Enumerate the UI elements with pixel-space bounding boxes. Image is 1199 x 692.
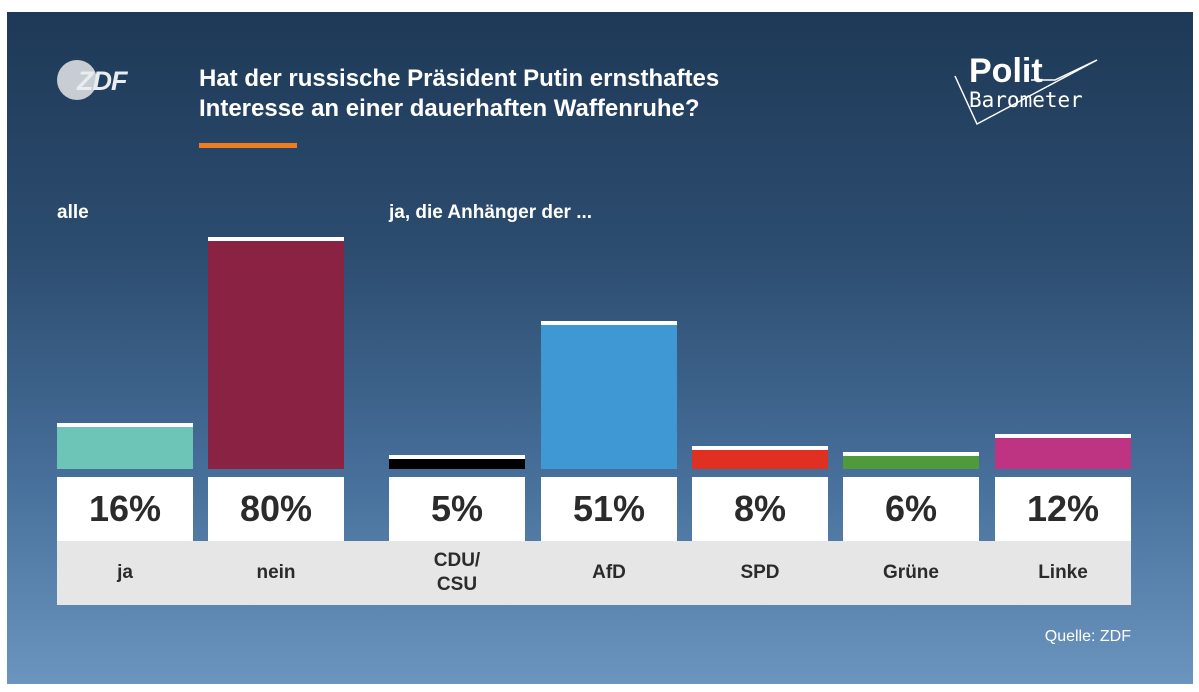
bar-cdu-csu bbox=[389, 454, 525, 469]
category-label-spd: SPD bbox=[740, 562, 780, 583]
value-label-grüne: 6% bbox=[843, 477, 979, 541]
bar-linke bbox=[995, 434, 1131, 469]
title-accent-line bbox=[199, 143, 297, 148]
politbarometer-logo: Polit Barometer bbox=[947, 52, 1107, 132]
checkmark-icon bbox=[954, 59, 1098, 126]
logo-polit-text: Polit bbox=[969, 52, 1043, 90]
value-label-nein: 80% bbox=[208, 477, 344, 541]
group-label-supporters: ja, die Anhänger der ... bbox=[389, 202, 593, 223]
category-label-strip bbox=[57, 541, 1131, 605]
group-label-all: alle bbox=[57, 202, 89, 223]
bar-spd bbox=[692, 445, 828, 469]
chart-title: Hat der russische Präsident Putin ernsth… bbox=[199, 64, 899, 124]
chart-title-line2: Interesse an einer dauerhaften Waffenruh… bbox=[199, 95, 700, 122]
zdf-logo: ZDF bbox=[57, 58, 137, 102]
value-label-spd: 8% bbox=[692, 477, 828, 541]
category-label-cdu-csu: CDU/ CSU bbox=[433, 550, 481, 595]
source-note: Quelle: ZDF bbox=[1044, 628, 1131, 645]
bar-nein bbox=[208, 237, 344, 469]
chart-title-line1: Hat der russische Präsident Putin ernsth… bbox=[199, 65, 720, 92]
category-label-linke: Linke bbox=[1038, 562, 1088, 583]
category-label-afd: AfD bbox=[592, 562, 626, 583]
value-label-ja: 16% bbox=[57, 477, 193, 541]
value-label-cdu-csu: 5% bbox=[389, 477, 525, 541]
bar-grüne bbox=[843, 451, 979, 469]
zdf-logo-circle bbox=[57, 60, 97, 100]
value-label-afd: 51% bbox=[541, 477, 677, 541]
value-label-linke: 12% bbox=[995, 477, 1131, 541]
category-label-grüne: Grüne bbox=[883, 562, 939, 583]
bar-afd bbox=[541, 321, 677, 469]
logo-barometer-text: Barometer bbox=[969, 88, 1083, 112]
bar-ja bbox=[57, 422, 193, 469]
category-label-ja: ja bbox=[117, 562, 133, 583]
chart-panel: ZDF Hat der russische Präsident Putin er… bbox=[7, 12, 1193, 684]
category-label-nein: nein bbox=[256, 562, 296, 583]
zdf-logo-text: ZDF bbox=[77, 66, 127, 96]
